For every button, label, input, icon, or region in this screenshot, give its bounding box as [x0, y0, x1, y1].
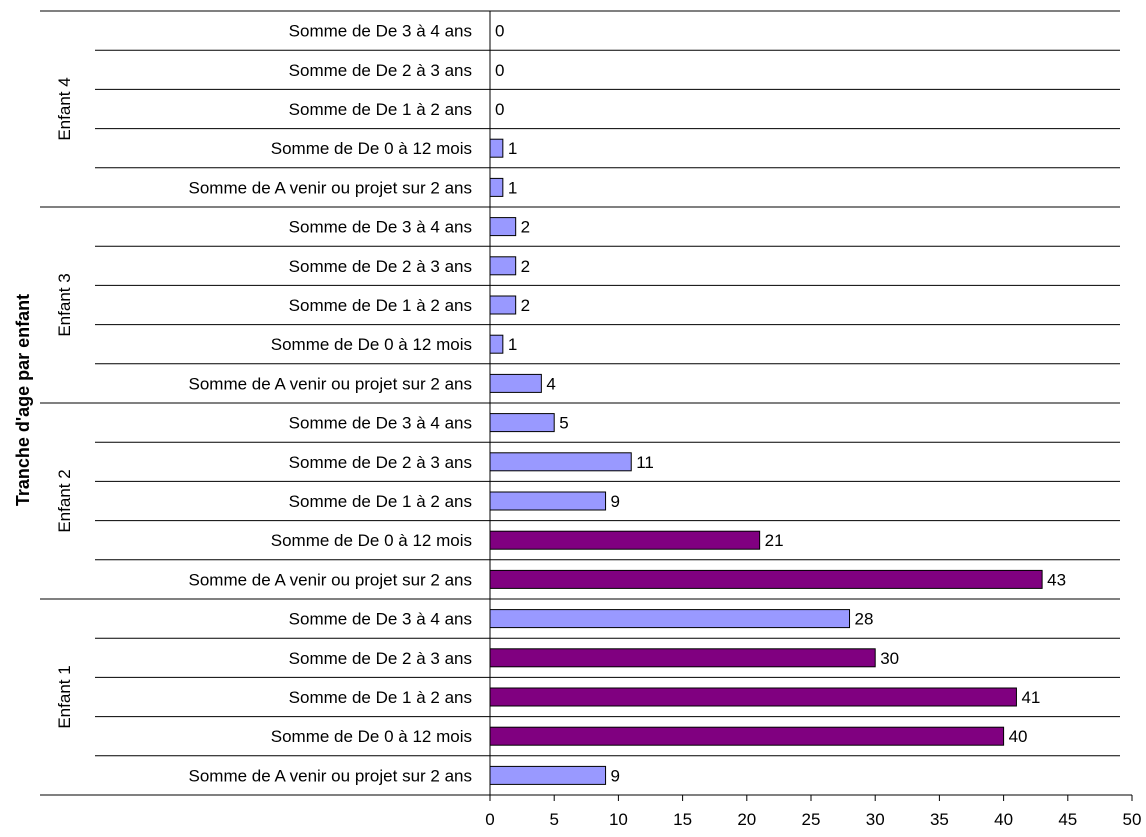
x-tick-label: 0: [485, 810, 494, 829]
bar: [489, 177, 504, 197]
x-tick-label: 5: [549, 810, 558, 829]
x-tick-label: 45: [1058, 810, 1077, 829]
row-separators: [40, 10, 1120, 796]
y-axis-title: Tranche d'age par enfant: [13, 294, 33, 506]
value-label: 2: [521, 257, 530, 276]
value-label: 28: [855, 610, 874, 629]
category-label: Somme de De 0 à 12 mois: [271, 727, 472, 746]
category-label: Somme de De 1 à 2 ans: [289, 100, 472, 119]
category-label: Somme de De 1 à 2 ans: [289, 492, 472, 511]
x-tick-label: 25: [802, 810, 821, 829]
category-label: Somme de De 0 à 12 mois: [271, 531, 472, 550]
group-label: Enfant 3: [55, 273, 74, 336]
category-label: Somme de A venir ou projet sur 2 ans: [189, 570, 473, 589]
bars: [489, 138, 1043, 785]
category-label: Somme de De 3 à 4 ans: [289, 218, 472, 237]
x-tick-label: 20: [737, 810, 756, 829]
category-label: Somme de De 3 à 4 ans: [289, 22, 472, 41]
value-label: 4: [546, 374, 555, 393]
bar: [489, 726, 1005, 746]
x-tick-label: 35: [930, 810, 949, 829]
value-label: 11: [636, 453, 654, 472]
value-label: 2: [521, 218, 530, 237]
category-label: Somme de De 1 à 2 ans: [289, 296, 472, 315]
category-labels: Somme de De 3 à 4 ans Somme de De 2 à 3 a…: [189, 22, 473, 786]
x-tick-label: 40: [994, 810, 1013, 829]
group-label: Enfant 4: [55, 77, 74, 140]
value-label: 9: [611, 766, 620, 785]
bar: [489, 217, 517, 237]
y-axis-title-group: Tranche d'age par enfant: [13, 294, 33, 506]
category-label: Somme de De 3 à 4 ans: [289, 610, 472, 629]
bar: [489, 413, 555, 433]
bar: [489, 334, 504, 354]
x-tick-label: 10: [609, 810, 628, 829]
x-tick-label: 30: [866, 810, 885, 829]
bar: [489, 648, 876, 668]
group-labels: Enfant 4 Enfant 3 Enfant 2 Enfant 1: [55, 77, 74, 728]
value-label: 43: [1047, 570, 1066, 589]
value-label: 30: [880, 649, 899, 668]
bar: [489, 530, 761, 550]
category-label: Somme de De 3 à 4 ans: [289, 414, 472, 433]
bar: [489, 138, 504, 158]
category-label: Somme de De 2 à 3 ans: [289, 257, 472, 276]
value-label: 0: [495, 61, 504, 80]
x-axis: 0 5 10 15 20 25 30 35 40 45 50: [485, 11, 1141, 829]
value-label: 1: [508, 139, 517, 158]
category-label: Somme de De 2 à 3 ans: [289, 649, 472, 668]
category-label: Somme de De 1 à 2 ans: [289, 688, 472, 707]
category-label: Somme de De 0 à 12 mois: [271, 335, 472, 354]
value-label: 40: [1009, 727, 1028, 746]
value-label: 0: [495, 22, 504, 41]
value-label: 5: [559, 414, 568, 433]
bar: [489, 256, 517, 276]
category-label: Somme de A venir ou projet sur 2 ans: [189, 766, 473, 785]
value-label: 21: [765, 531, 784, 550]
group-label: Enfant 2: [55, 469, 74, 532]
value-label: 41: [1021, 688, 1040, 707]
bar: [489, 765, 607, 785]
x-tick-label: 15: [673, 810, 692, 829]
value-label: 0: [495, 100, 504, 119]
category-label: Somme de De 0 à 12 mois: [271, 139, 472, 158]
category-label: Somme de A venir ou projet sur 2 ans: [189, 374, 473, 393]
value-label: 1: [508, 178, 517, 197]
bar: [489, 491, 607, 511]
group-label: Enfant 1: [55, 665, 74, 728]
bar: [489, 452, 632, 472]
bar: [489, 569, 1043, 589]
bar: [489, 687, 1017, 707]
x-tick-label: 50: [1123, 810, 1142, 829]
bar: [489, 295, 517, 315]
category-label: Somme de De 2 à 3 ans: [289, 61, 472, 80]
bar: [489, 609, 851, 629]
value-label: 9: [611, 492, 620, 511]
category-label: Somme de A venir ou projet sur 2 ans: [189, 178, 473, 197]
category-label: Somme de De 2 à 3 ans: [289, 453, 472, 472]
bar: [489, 373, 542, 393]
value-label: 1: [508, 335, 517, 354]
value-label: 2: [521, 296, 530, 315]
